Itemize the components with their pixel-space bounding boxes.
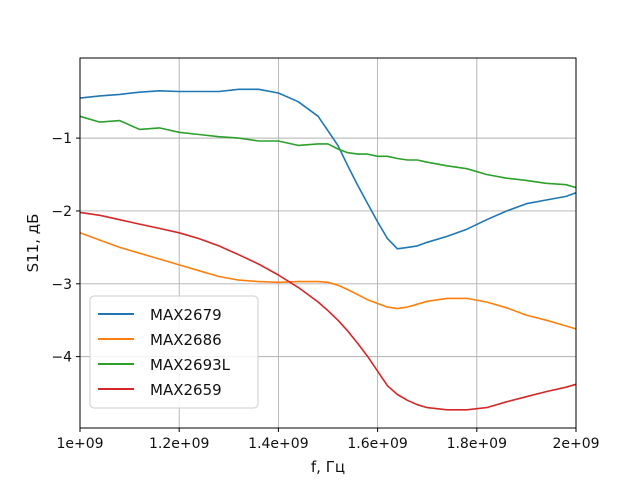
legend-label-max2693l: MAX2693L [150,356,231,374]
legend: MAX2679 MAX2686 MAX2693L MAX2659 [89,295,259,409]
series-layer [79,88,577,411]
y-axis-label: S11, дБ [24,214,42,273]
series-line-max2679 [79,88,577,250]
y-tick-label: −1 [51,131,72,147]
legend-box [89,295,259,409]
x-tick-label: 1e+09 [56,436,103,452]
x-axis-label: f, Гц [311,458,345,476]
x-axis-ticks: 1e+09 1.2e+09 1.4e+09 1.6e+09 1.8e+09 2e+09 [56,428,600,452]
series-line-max2693l [79,115,577,189]
x-tick-label: 2e+09 [552,436,599,452]
y-tick-label: −3 [51,277,72,293]
x-tick-label: 1.4e+09 [248,436,308,452]
series-line-max2686 [79,232,577,330]
y-tick-label: −4 [51,350,72,366]
plot-frame [79,57,577,429]
legend-label-max2659: MAX2659 [150,381,222,399]
legend-label-max2686: MAX2686 [150,331,222,349]
x-tick-label: 1.6e+09 [347,436,407,452]
series-line-max2659 [79,211,577,411]
x-tick-label: 1.2e+09 [149,436,209,452]
x-tick-label: 1.8e+09 [447,436,507,452]
y-tick-label: −2 [51,204,72,220]
y-axis-ticks: −1 −2 −3 −4 [51,131,80,366]
legend-label-max2679: MAX2679 [150,306,222,324]
